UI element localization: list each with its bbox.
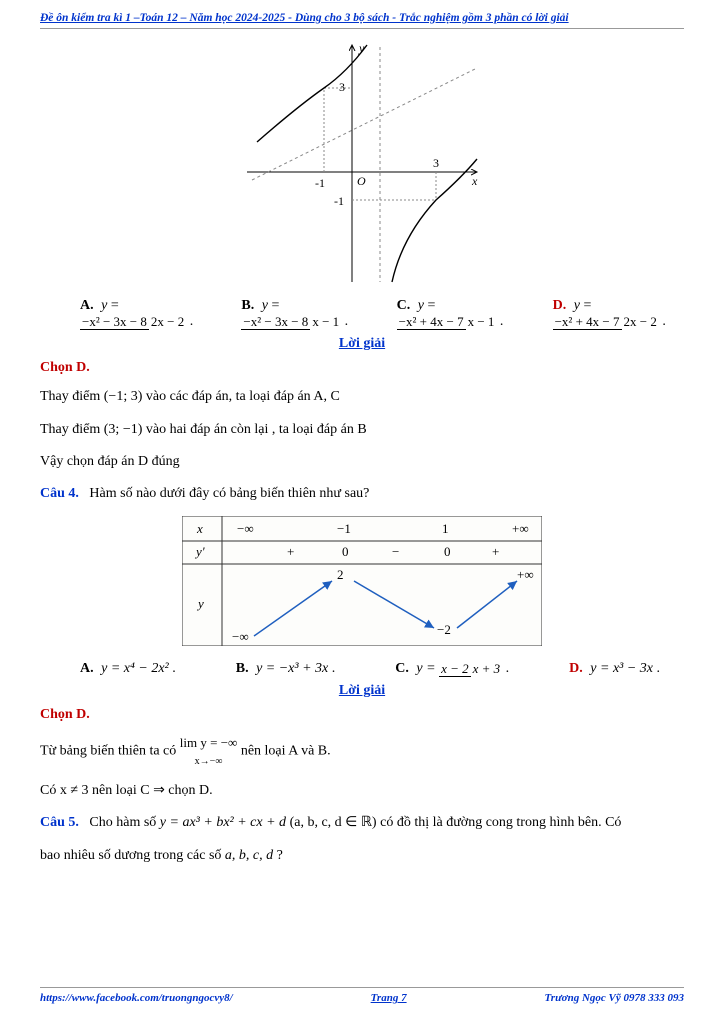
svg-text:0: 0 (342, 544, 349, 559)
q4-option-a: A. y = x⁴ − 2x² . (80, 661, 176, 677)
page-footer: https://www.facebook.com/truongngocvy8/ … (40, 987, 684, 1004)
q3-sol-line2: Thay điểm (3; −1) vào hai đáp án còn lại… (40, 419, 684, 441)
svg-text:-1: -1 (334, 194, 344, 208)
q3-option-d: D. y = −x² + 4x − 72x − 2 . (553, 298, 684, 330)
svg-text:0: 0 (444, 544, 451, 559)
svg-text:x: x (471, 174, 478, 188)
variation-table-svg: x −∞ −1 1 +∞ y' + 0 − 0 + y 2 +∞ −∞ −2 (182, 516, 542, 646)
svg-text:−2: −2 (437, 622, 451, 637)
solution-title-1: Lời giải (40, 336, 684, 352)
q4-sol-line2: Có x ≠ 3 nên loại C ⇒ chọn D. (40, 780, 684, 802)
q3-sol-line3: Vậy chọn đáp án D đúng (40, 451, 684, 473)
solution-title-2: Lời giải (40, 683, 684, 699)
svg-text:-1: -1 (315, 176, 325, 190)
q3-option-c: C. y = −x² + 4x − 7x − 1 . (397, 298, 523, 330)
q4-variation-table: x −∞ −1 1 +∞ y' + 0 − 0 + y 2 +∞ −∞ −2 (40, 516, 684, 651)
q3-option-b: B. y = −x² − 3x − 8x − 1 . (241, 298, 366, 330)
q4-option-c: C. y = x − 2x + 3 . (395, 661, 509, 677)
q3-sol-line1: Thay điểm (−1; 3) vào các đáp án, ta loạ… (40, 386, 684, 408)
svg-text:−: − (392, 544, 399, 559)
svg-text:1: 1 (442, 521, 449, 536)
svg-text:+∞: +∞ (517, 567, 534, 582)
q3-chon: Chọn D. (40, 360, 684, 376)
q4-option-d: D. y = x³ − 3x . (569, 661, 660, 677)
footer-right: Trương Ngọc Vỹ 0978 333 093 (545, 992, 685, 1004)
q3-option-a: A. y = −x² − 3x − 82x − 2 . (80, 298, 211, 330)
svg-text:−∞: −∞ (232, 629, 249, 644)
svg-text:+∞: +∞ (512, 521, 529, 536)
q3-graph: y x O 3 3 -1 -1 (40, 37, 684, 292)
svg-text:O: O (357, 174, 366, 188)
svg-text:+: + (492, 544, 499, 559)
q4-chon: Chọn D. (40, 707, 684, 723)
svg-text:+: + (287, 544, 294, 559)
q5-prompt: Câu 5. Cho hàm số y = ax³ + bx² + cx + d… (40, 812, 684, 834)
function-graph-svg: y x O 3 3 -1 -1 (237, 37, 487, 287)
svg-text:2: 2 (337, 567, 344, 582)
q4-options: A. y = x⁴ − 2x² . B. y = −x³ + 3x . C. y… (80, 661, 684, 677)
svg-text:x: x (196, 521, 203, 536)
svg-text:y': y' (194, 544, 205, 559)
footer-page: Trang 7 (371, 992, 407, 1004)
q4-option-b: B. y = −x³ + 3x . (236, 661, 336, 677)
page-header: Đề ôn kiểm tra kì 1 –Toán 12 – Năm học 2… (40, 0, 684, 29)
svg-text:3: 3 (433, 156, 439, 170)
svg-text:−∞: −∞ (237, 521, 254, 536)
q5-prompt-cont: bao nhiêu số dương trong các số a, b, c,… (40, 845, 684, 867)
q4-prompt: Câu 4. Hàm số nào dưới đây có bảng biến … (40, 483, 684, 505)
svg-text:−1: −1 (337, 521, 351, 536)
q3-options: A. y = −x² − 3x − 82x − 2 . B. y = −x² −… (80, 298, 684, 330)
svg-text:y: y (196, 596, 204, 611)
footer-left: https://www.facebook.com/truongngocvy8/ (40, 992, 233, 1004)
svg-text:y: y (358, 41, 365, 55)
q4-sol-line1: Từ bảng biến thiên ta có lim y = −∞ x→−∞… (40, 733, 684, 770)
svg-text:3: 3 (339, 80, 345, 94)
